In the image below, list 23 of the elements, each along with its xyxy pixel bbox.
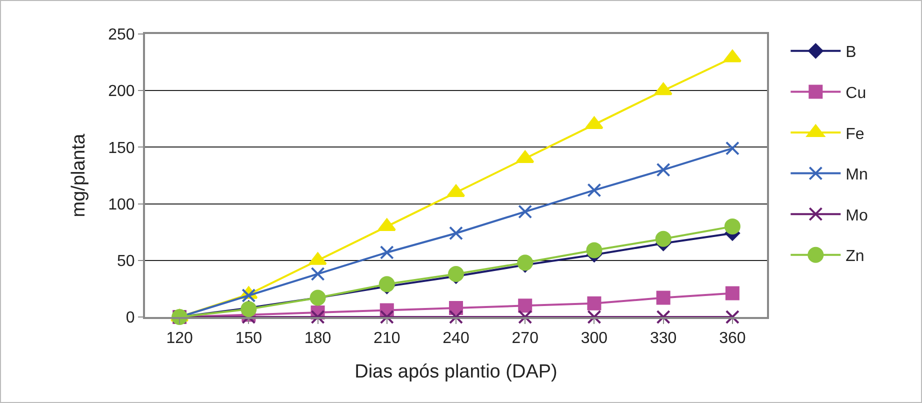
legend-label: Fe bbox=[846, 126, 864, 143]
legend-label: Mo bbox=[846, 207, 868, 224]
x-tick-label: 210 bbox=[374, 330, 400, 348]
legend-label: Cu bbox=[846, 84, 866, 102]
legend-label: B bbox=[846, 44, 856, 62]
y-tick-label: 200 bbox=[108, 83, 135, 100]
legend-label: Zn bbox=[846, 248, 864, 266]
y-tick-label: 100 bbox=[108, 196, 135, 214]
x-tick-label: 270 bbox=[512, 330, 539, 348]
x-tick-label: 150 bbox=[235, 330, 262, 348]
x-tick-label: 360 bbox=[719, 330, 746, 348]
x-tick-label: 300 bbox=[580, 330, 608, 348]
y-tick-label: 250 bbox=[108, 26, 135, 44]
y-tick-label: 50 bbox=[117, 253, 135, 270]
y-tick-label: 150 bbox=[108, 140, 135, 157]
x-tick-label: 240 bbox=[442, 330, 470, 348]
legend-label: Mn bbox=[846, 166, 868, 184]
y-tick-label: 0 bbox=[126, 310, 135, 327]
y-axis-title: mg/planta bbox=[68, 133, 90, 218]
x-tick-label: 330 bbox=[650, 330, 677, 348]
x-tick-label: 120 bbox=[166, 330, 194, 348]
x-tick-label: 180 bbox=[304, 330, 332, 348]
x-axis-title: Dias após plantio (DAP) bbox=[354, 362, 558, 382]
